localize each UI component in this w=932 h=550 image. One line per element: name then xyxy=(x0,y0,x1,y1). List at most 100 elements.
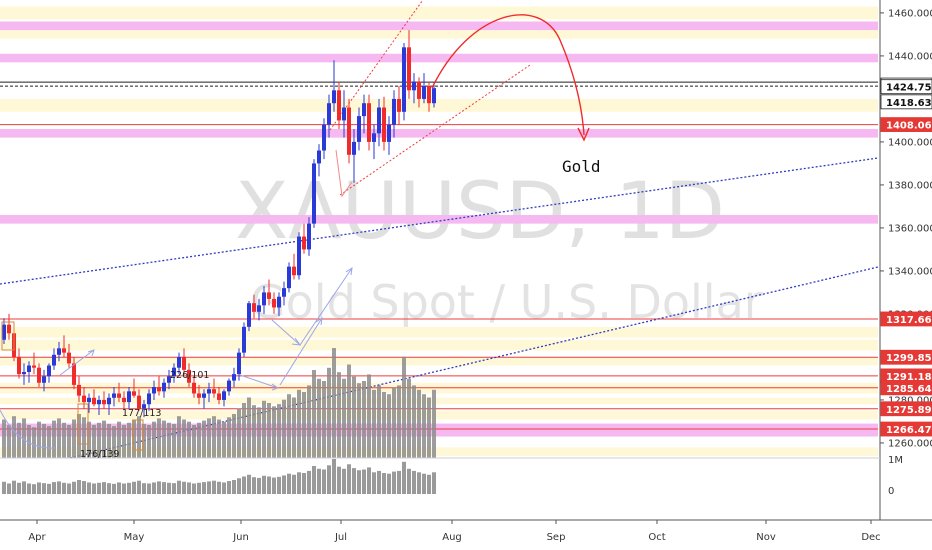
candle-body xyxy=(407,47,411,91)
candle-body xyxy=(432,88,436,104)
volume-bar xyxy=(272,406,276,458)
volume-bar-lower xyxy=(377,470,381,494)
volume-bar xyxy=(107,423,111,458)
forecast-arrowhead xyxy=(577,127,590,142)
candle-body xyxy=(142,404,146,409)
pink-zone xyxy=(0,53,878,63)
candle-body xyxy=(232,374,236,381)
pink-zone xyxy=(0,129,878,138)
candle-body xyxy=(387,124,391,142)
volume-bar-lower xyxy=(202,482,206,494)
volume-bar xyxy=(47,426,51,458)
candle-body xyxy=(222,391,226,400)
volume-bar xyxy=(227,417,231,458)
candle-body xyxy=(362,103,366,117)
projection-arrow xyxy=(239,374,280,391)
candle-body xyxy=(297,236,301,276)
volume-bar xyxy=(72,419,76,458)
price-tick-label: 1440.000 xyxy=(888,51,932,62)
volume-bar-lower xyxy=(157,481,161,494)
volume-bar xyxy=(217,419,221,458)
time-tick-label: Oct xyxy=(648,532,665,543)
candle-body xyxy=(262,292,266,306)
candle-body xyxy=(402,47,406,112)
pullback-arrow xyxy=(335,149,353,198)
volume-bar-lower xyxy=(22,481,26,494)
candle-body xyxy=(107,397,111,405)
volume-bar xyxy=(262,400,266,458)
price-tick-label: 1260.000 xyxy=(888,438,932,449)
volume-bar-lower xyxy=(397,470,401,494)
price-tick-label: 1340.000 xyxy=(888,266,932,277)
volume-bar-lower xyxy=(352,468,356,494)
price-tick-label: 1460.000 xyxy=(888,8,932,19)
volume-bar-lower xyxy=(2,481,6,494)
price-tag-label: 1317.660 xyxy=(886,315,932,326)
price-tick-label: 1400.000 xyxy=(888,137,932,148)
gold-annotation: Gold xyxy=(562,157,601,176)
volume-bar xyxy=(2,419,6,458)
time-tick-label: Sep xyxy=(547,532,566,543)
candle-body xyxy=(72,363,76,385)
candle-body xyxy=(282,288,286,297)
volume-bar xyxy=(147,425,151,458)
candle-body xyxy=(137,395,141,409)
volume-bar xyxy=(432,389,436,458)
candle-body xyxy=(382,107,386,142)
volume-bar-lower xyxy=(272,477,276,494)
volume-bar xyxy=(27,425,31,458)
volume-bar xyxy=(332,348,336,458)
volume-bar xyxy=(212,416,216,458)
volume-bar-lower xyxy=(232,480,236,494)
volume-bar-lower xyxy=(62,482,66,494)
candle-body xyxy=(102,399,106,405)
candle-body xyxy=(62,348,66,353)
volume-bar xyxy=(152,421,156,458)
volume-bar xyxy=(207,418,211,458)
volume-bar-lower xyxy=(97,482,101,494)
candle-body xyxy=(227,380,231,392)
volume-bar-lower xyxy=(432,472,436,494)
volume-bar-lower xyxy=(402,461,406,494)
volume-bar-lower xyxy=(187,482,191,494)
volume-bar-lower xyxy=(337,466,341,494)
volume-bar-lower xyxy=(77,480,81,494)
volume-bar xyxy=(82,417,86,458)
candle-body xyxy=(97,399,101,405)
volume-bar xyxy=(132,419,136,458)
volume-bar-lower xyxy=(217,481,221,494)
volume-bar-lower xyxy=(162,482,166,494)
candle-body xyxy=(22,371,26,375)
time-axis: Apr May Jun Jul Aug Sep Oct Nov Dec xyxy=(0,519,932,543)
volume-bar xyxy=(197,422,201,458)
watermark: XAUUSD, 1D Gold Spot / U.S. Dollar xyxy=(235,167,763,329)
highlight-box xyxy=(132,419,144,451)
volume-bar-lower xyxy=(197,482,201,494)
volume-bar xyxy=(302,392,306,458)
volume-bar-lower xyxy=(177,480,181,494)
volume-tick-label: 1M xyxy=(888,455,903,466)
projection-arrow xyxy=(299,266,353,346)
volume-bar-lower xyxy=(412,470,416,494)
volume-bar-lower xyxy=(407,468,411,494)
volume-bar xyxy=(367,374,371,458)
volume-bar xyxy=(87,421,91,458)
volume-bar-lower xyxy=(107,483,111,494)
time-tick-label: May xyxy=(124,532,145,543)
candle-body xyxy=(32,365,36,368)
yellow-zone xyxy=(0,30,878,39)
candle-body xyxy=(167,376,171,383)
volume-bar xyxy=(372,389,376,458)
candle-body xyxy=(342,107,346,121)
yellow-zone xyxy=(0,6,878,20)
volume-bar-lower xyxy=(292,474,296,494)
candle-body xyxy=(67,352,71,364)
volume-bar xyxy=(167,422,171,458)
volume-bar-lower xyxy=(342,468,346,494)
volume-bar xyxy=(412,385,416,458)
volume-bar xyxy=(352,376,356,458)
candle-body xyxy=(152,387,156,394)
candle-body xyxy=(247,303,251,327)
volume-bar-lower xyxy=(52,482,56,494)
